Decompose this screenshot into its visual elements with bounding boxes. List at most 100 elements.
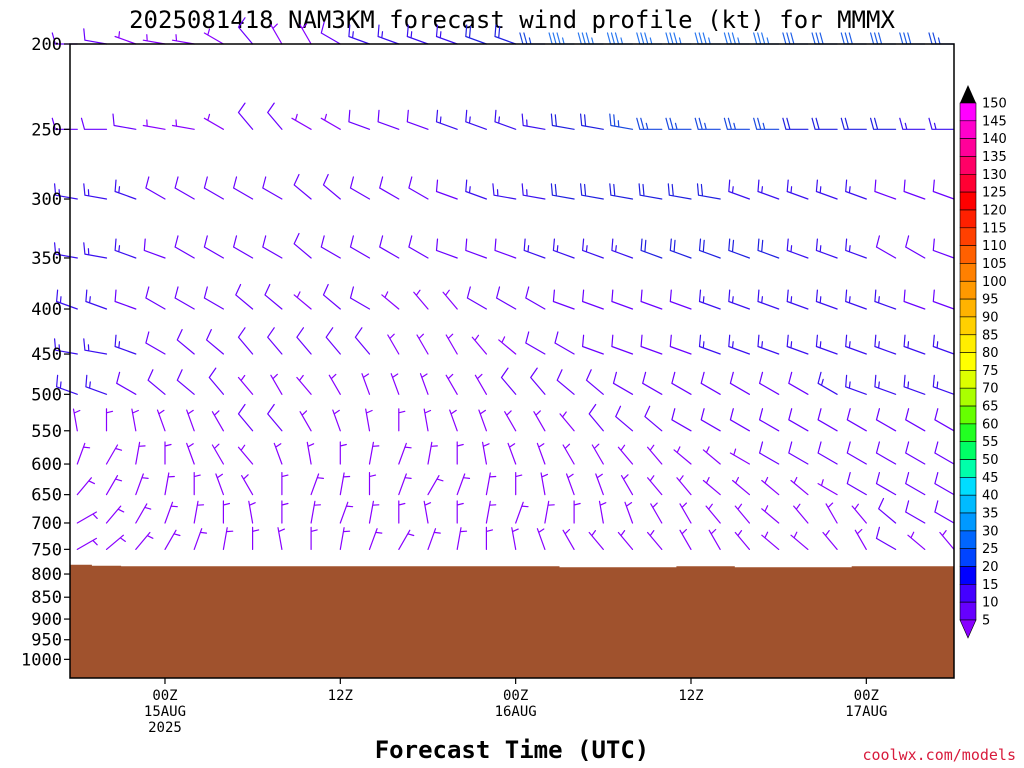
wind-barb-line [845, 289, 867, 310]
wind-barb [203, 176, 224, 200]
colorbar-label: 50 [982, 453, 999, 468]
wind-barb [932, 334, 955, 355]
wind-barb-line [875, 235, 897, 259]
y-tick-label: 900 [31, 610, 62, 630]
wind-barb-line [845, 179, 867, 200]
colorbar-swatch [959, 548, 977, 567]
wind-barb [427, 441, 438, 465]
wind-barb-line [907, 531, 926, 550]
wind-barb-line [293, 173, 312, 200]
wind-barb-line [696, 183, 721, 200]
wind-barb [267, 403, 283, 432]
wind-barb [573, 500, 581, 524]
wind-barb-line [580, 183, 604, 200]
wind-barb [114, 31, 137, 45]
wind-barb-line [76, 537, 98, 550]
wind-barb-line [932, 374, 955, 395]
wind-barb-line [368, 500, 380, 524]
wind-barb-line [759, 408, 780, 432]
y-tick-label: 600 [31, 455, 62, 475]
x-tick-label: 2025 [148, 720, 182, 736]
wind-barb [934, 472, 955, 496]
wind-barb [591, 443, 604, 465]
wind-barb [515, 501, 529, 524]
wind-barb [105, 534, 126, 550]
y-tick-label: 1000 [21, 650, 62, 670]
colorbar-swatch [959, 227, 977, 246]
wind-barb [636, 117, 663, 130]
wind-barb-layer [51, 17, 955, 550]
colorbar-top-cap [960, 85, 976, 103]
wind-barb-line [734, 530, 750, 550]
wind-barb [174, 286, 195, 310]
wind-barb [903, 374, 926, 395]
wind-barb-line [606, 32, 634, 45]
wind-barb [728, 238, 750, 259]
wind-barb-line [550, 183, 575, 200]
wind-barb-line [899, 117, 926, 130]
wind-barb-line [815, 179, 838, 200]
wind-barb-line [105, 505, 125, 524]
wind-barb [822, 530, 838, 550]
wind-barb [761, 531, 780, 550]
wind-barb [456, 473, 471, 496]
wind-barb [296, 374, 312, 395]
wind-barb-line [147, 369, 166, 395]
wind-barb-line [647, 530, 663, 550]
wind-barb [156, 409, 166, 432]
wind-barb-line [408, 235, 429, 259]
wind-barb-line [156, 409, 166, 432]
wind-barb [525, 286, 546, 310]
colorbar-swatch [959, 512, 977, 532]
wind-barb [507, 442, 517, 465]
wind-barb [788, 441, 809, 465]
wind-barb [519, 32, 546, 45]
wind-barb [445, 373, 458, 395]
wind-barb-line [427, 528, 441, 550]
wind-barb [171, 34, 195, 45]
wind-barb-line [423, 500, 432, 524]
wind-barb-line [757, 179, 780, 200]
wind-barb [465, 238, 487, 259]
wind-barb-line [339, 472, 351, 496]
wind-barb-line [905, 441, 926, 465]
wind-barb [176, 369, 195, 395]
wind-barb-line [354, 327, 371, 355]
wind-barb [815, 179, 838, 200]
wind-barb [729, 371, 750, 395]
wind-barb-line [423, 408, 432, 432]
y-tick-label: 500 [31, 385, 62, 405]
wind-barb [761, 505, 780, 524]
wind-barb [582, 238, 604, 259]
wind-barb-line [854, 528, 867, 550]
wind-barb [665, 117, 692, 130]
wind-barb [379, 235, 400, 259]
wind-barb-line [705, 503, 721, 524]
wind-barb [899, 32, 926, 45]
colorbar-swatch [959, 263, 977, 282]
wind-barb [114, 289, 137, 310]
y-tick-label: 400 [31, 300, 62, 320]
wind-barb [235, 283, 254, 310]
wind-barb [815, 238, 838, 259]
wind-barb [237, 403, 254, 432]
wind-barb [116, 371, 137, 395]
wind-barb-line [465, 238, 487, 259]
wind-barb [588, 530, 604, 550]
wind-barb [339, 441, 347, 465]
wind-barb [442, 289, 458, 310]
wind-barb-line [817, 441, 838, 465]
wind-barb-line [320, 235, 341, 259]
wind-barb-line [878, 497, 897, 524]
wind-barb-line [540, 472, 548, 496]
wind-barb-line [222, 500, 230, 524]
wind-barb [114, 238, 137, 259]
wind-barb [377, 109, 400, 130]
wind-barb [782, 117, 809, 130]
wind-barb-line [588, 403, 604, 432]
wind-barb [611, 289, 634, 310]
wind-barb [54, 242, 78, 259]
colorbar-label: 25 [982, 542, 999, 557]
colorbar-label: 80 [982, 346, 999, 361]
wind-barb [815, 334, 838, 355]
